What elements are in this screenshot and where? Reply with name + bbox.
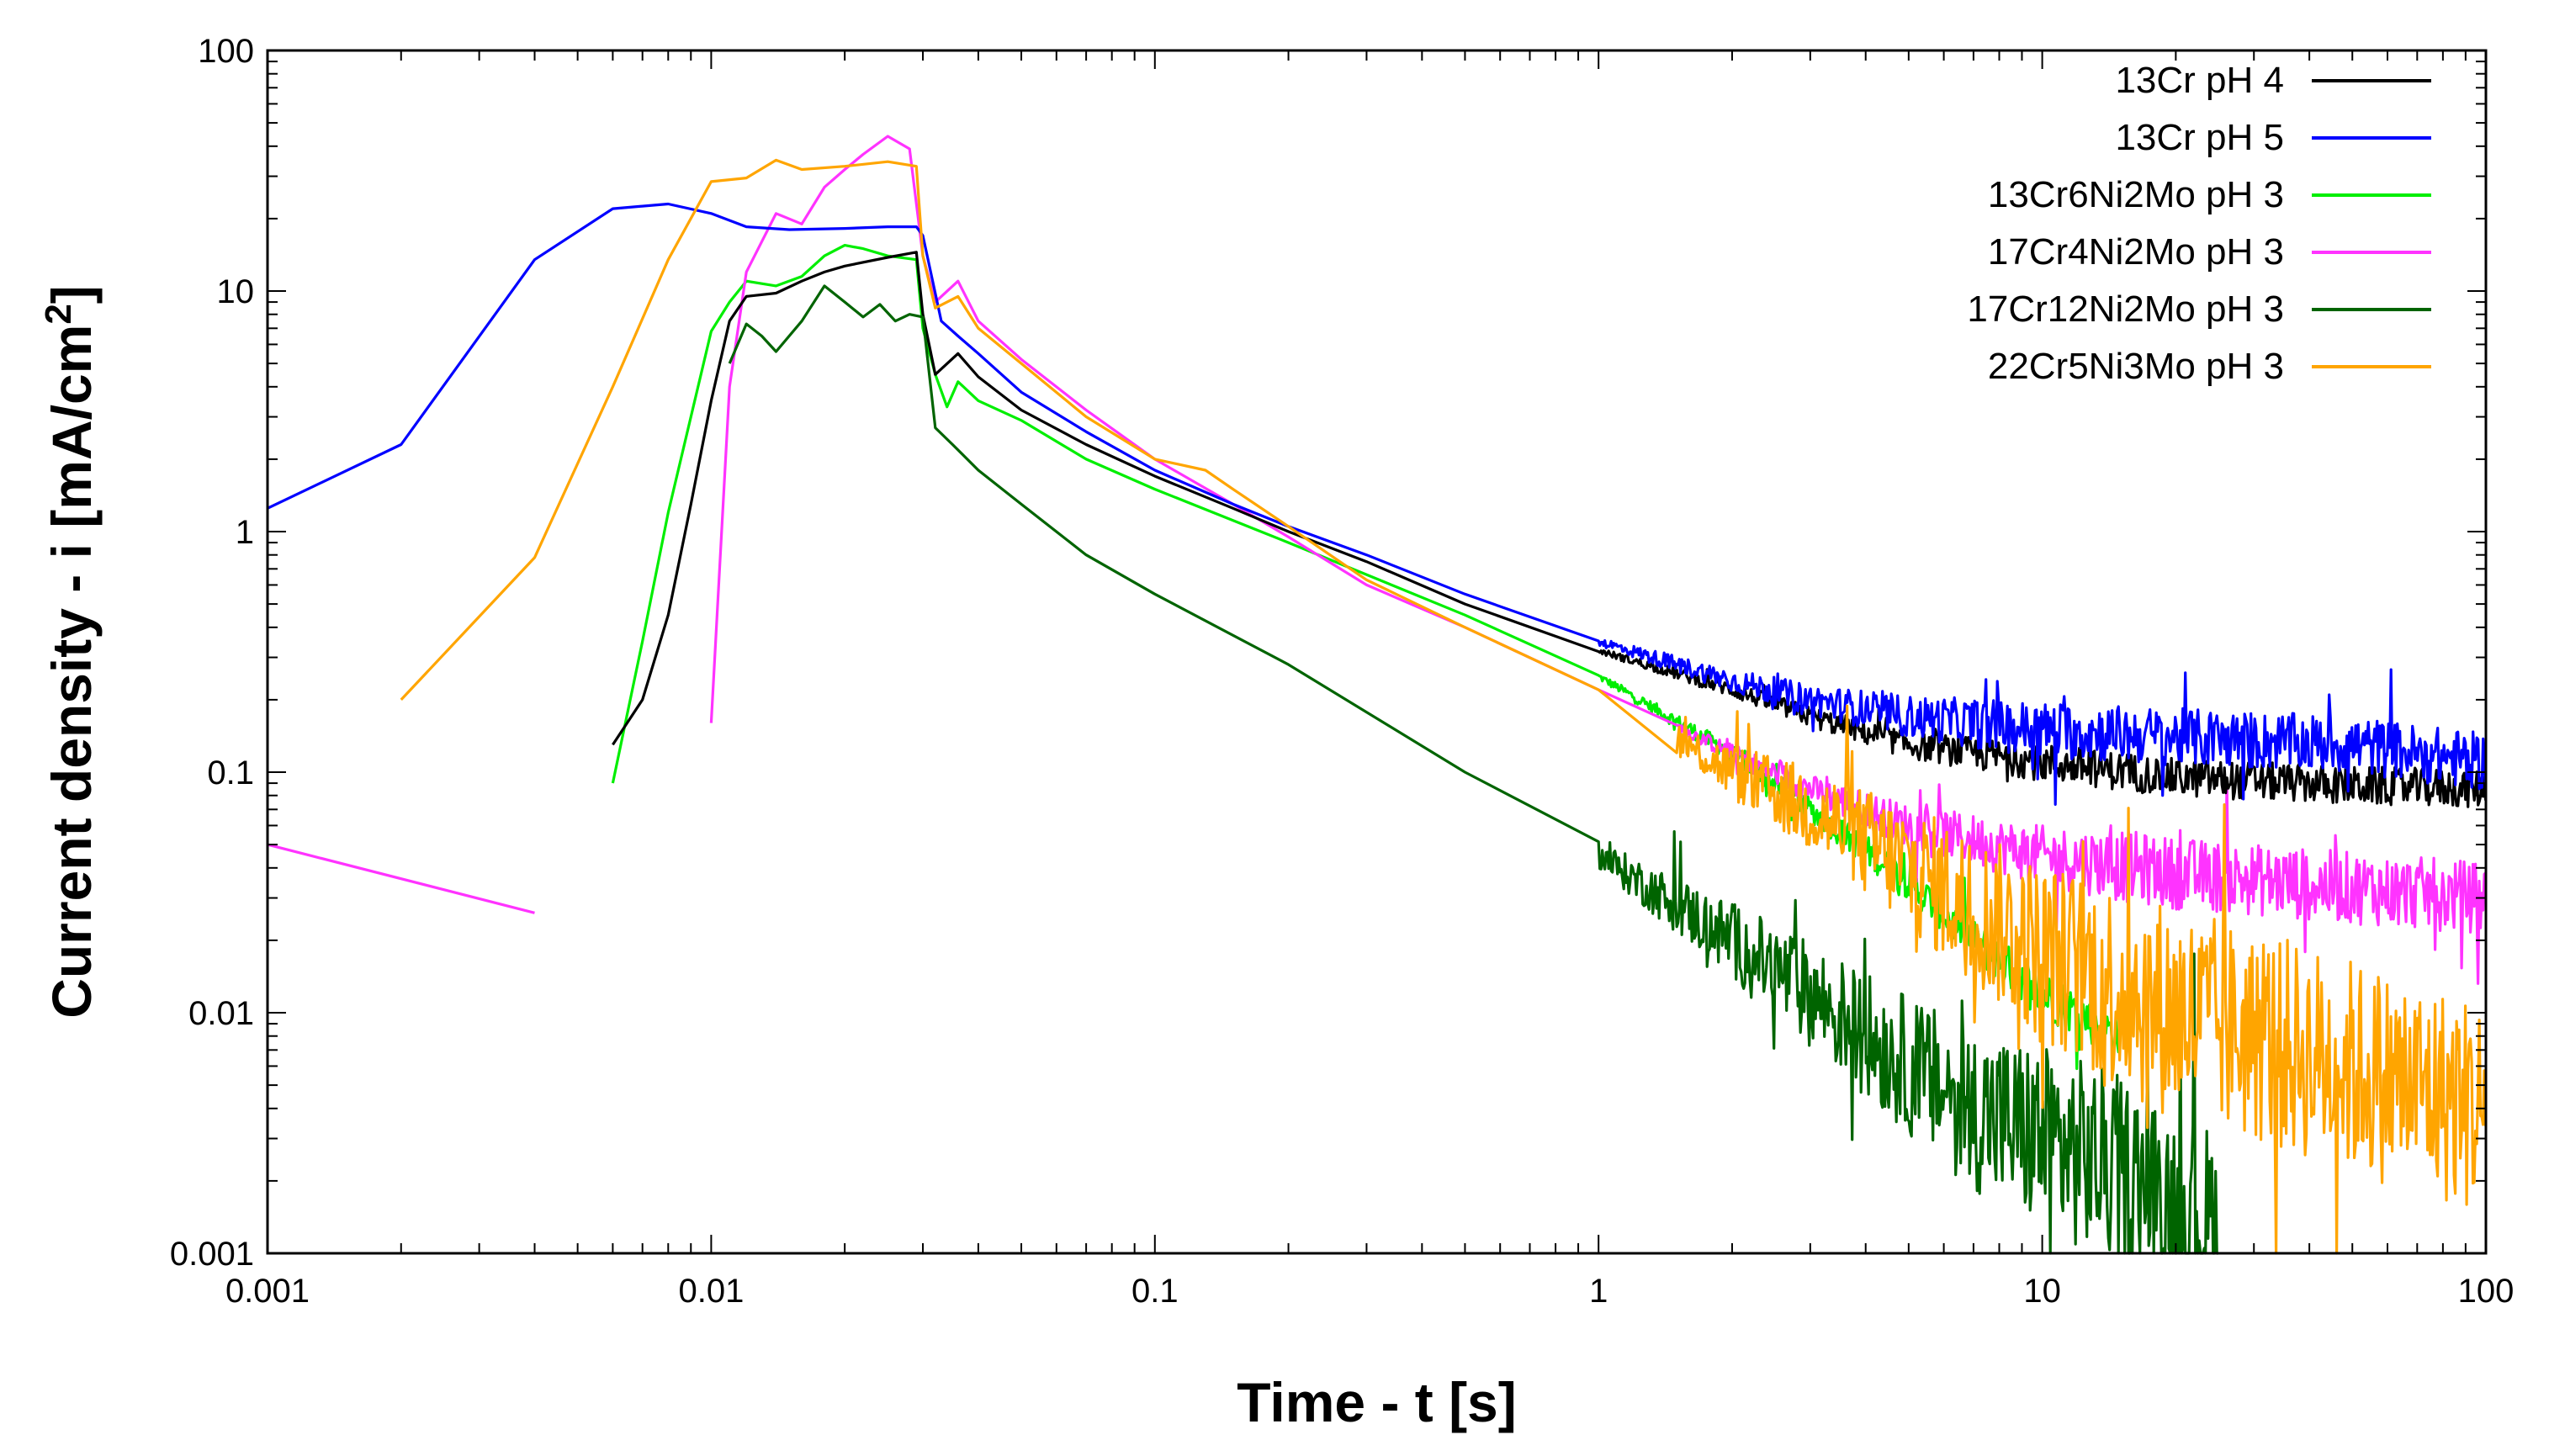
series-layer (267, 135, 2488, 1255)
y-tick-label: 1 (236, 514, 254, 551)
y-tick-label: 0.1 (207, 754, 254, 792)
y-tick-label: 0.01 (188, 995, 254, 1032)
x-tick-label: 100 (2458, 1273, 2515, 1310)
series-line (267, 202, 2488, 806)
tick-layer: 0.001 0.01 0.1 1 10 100 0.001 0.01 0.1 1 10 100 (170, 33, 2514, 1310)
y-tick-label: 0.001 (170, 1236, 254, 1273)
y-axis-label: Current density - i [mA/cm2] (38, 285, 103, 1019)
legend-label: 17Cr12Ni2Mo pH 3 (1967, 289, 2284, 330)
y-axis-label-sup: 2 (38, 304, 79, 324)
legend-label: 13Cr pH 5 (2115, 117, 2284, 158)
legend-label: 13Cr pH 4 (2115, 60, 2284, 101)
x-tick-label: 0.01 (678, 1273, 744, 1310)
y-axis-label-main: Current density - i [mA/cm (40, 325, 103, 1019)
series-line (400, 158, 2488, 1255)
series-line (709, 135, 2487, 985)
legend-label: 22Cr5Ni3Mo pH 3 (1988, 346, 2284, 387)
y-axis-label-end: ] (40, 285, 103, 304)
series-line (728, 284, 2218, 1255)
x-tick-label: 10 (2023, 1273, 2061, 1310)
series-line (612, 251, 2488, 808)
y-tick-label: 10 (217, 273, 255, 310)
x-tick-label: 0.1 (1131, 1273, 1179, 1310)
x-tick-label: 1 (1589, 1273, 1608, 1310)
x-tick-label: 0.001 (225, 1273, 310, 1310)
x-axis-label: Time - t [s] (1237, 1371, 1516, 1433)
plot-frame (266, 49, 2488, 1255)
legend-label: 13Cr6Ni2Mo pH 3 (1988, 174, 2284, 215)
series-line (267, 843, 535, 914)
legend-label: 17Cr4Ni2Mo pH 3 (1988, 231, 2284, 273)
legend: 13Cr pH 4 13Cr pH 5 13Cr6Ni2Mo pH 3 17Cr4Ni… (1967, 60, 2431, 387)
y-tick-label: 100 (198, 33, 254, 70)
